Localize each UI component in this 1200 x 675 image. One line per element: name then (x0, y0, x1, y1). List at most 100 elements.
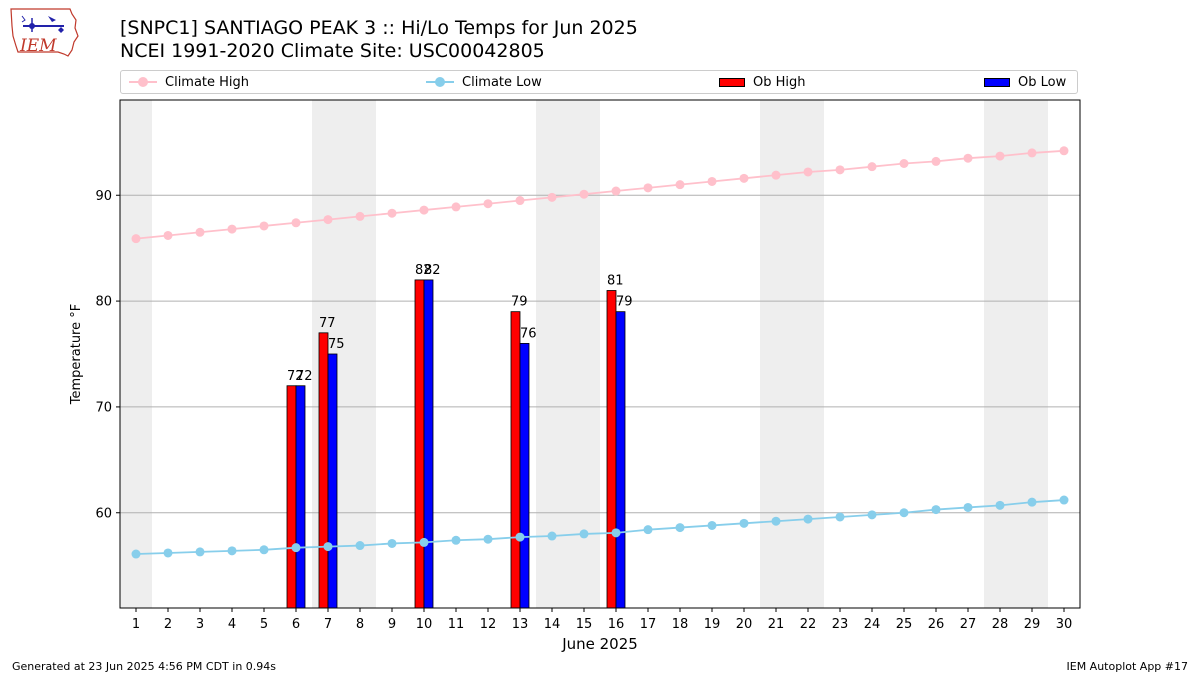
climate-low-point (739, 518, 749, 528)
legend-label-ob-low: Ob Low (1018, 74, 1067, 90)
chart-legend: Climate High Climate Low Ob High Ob Low (120, 70, 1078, 94)
x-tick-label: 10 (416, 617, 433, 632)
climate-high-point (483, 199, 493, 209)
climate-high-point (291, 218, 301, 228)
climate-high-point (131, 234, 141, 244)
climate-low-point (483, 534, 493, 544)
legend-item-ob-high: Ob High (719, 71, 806, 93)
climate-low-point (611, 528, 621, 538)
legend-label-ob-high: Ob High (753, 74, 806, 90)
x-tick-label: 5 (260, 617, 268, 632)
climate-high-point (899, 159, 909, 168)
ob-high-swatch-icon (719, 77, 745, 87)
climate-low-point (931, 505, 941, 515)
climate-high-point (931, 156, 941, 166)
climate-low-point (1059, 495, 1069, 505)
climate-low-point (387, 538, 397, 548)
x-tick-label: 8 (356, 617, 364, 632)
chart-subtitle: NCEI 1991-2020 Climate Site: USC00042805 (120, 40, 545, 62)
weekend-band (568, 100, 600, 608)
climate-high-line (135, 149, 1065, 240)
climate-low-point (643, 525, 653, 535)
climate-low-point (675, 523, 685, 533)
climate-high-point (419, 205, 429, 215)
climate-high-point (643, 183, 653, 193)
ob-low-swatch-icon (984, 77, 1010, 87)
footer-app: IEM Autoplot App #17 (1066, 660, 1189, 673)
x-tick-label: 20 (736, 617, 753, 632)
ob-low-label: 79 (616, 295, 633, 310)
climate-low-point (323, 542, 333, 552)
climate-high-point (963, 153, 973, 163)
ob-low-label: 76 (520, 326, 537, 341)
weekend-band (536, 100, 568, 608)
x-tick-label: 24 (864, 617, 881, 632)
climate-low-swatch-icon (426, 77, 454, 87)
x-tick-label: 3 (196, 617, 204, 632)
x-tick-label: 17 (640, 617, 657, 632)
ob-low-bar (295, 385, 306, 609)
iem-iowa-logo-icon (10, 8, 79, 57)
ob-low-bar (423, 279, 434, 609)
climate-high-point (995, 151, 1005, 161)
plot-frame (119, 99, 1081, 609)
ob-high-label: 79 (511, 295, 528, 310)
weekend-band (1016, 100, 1048, 608)
climate-high-point (1027, 148, 1037, 158)
legend-label-climate-low: Climate Low (462, 74, 542, 90)
climate-high-point (835, 165, 845, 175)
ob-high-bar (286, 385, 297, 609)
x-tick-label: 12 (480, 617, 497, 632)
climate-high-point (355, 211, 365, 221)
climate-low-point (1027, 497, 1037, 507)
climate-high-point (1059, 146, 1069, 156)
climate-low-point (547, 531, 557, 541)
ob-low-bar (519, 343, 530, 609)
x-tick-label: 18 (672, 617, 689, 632)
climate-low-point (579, 529, 589, 539)
climate-low-point (451, 535, 461, 545)
legend-item-climate-low: Climate Low (426, 71, 542, 93)
climate-high-point (515, 196, 525, 206)
climate-low-point (771, 516, 781, 526)
y-axis-label: Temperature °F (69, 304, 84, 405)
x-tick-label: 13 (512, 617, 529, 632)
x-tick-label: 26 (928, 617, 945, 632)
x-tick-label: 30 (1056, 617, 1073, 632)
climate-low-point (163, 548, 173, 558)
climate-high-point (387, 208, 397, 218)
climate-high-point (611, 186, 621, 196)
y-tick-label: 70 (95, 400, 112, 415)
legend-item-climate-high: Climate High (129, 71, 249, 93)
climate-high-swatch-icon (129, 77, 157, 87)
y-tick-label: 80 (95, 295, 112, 310)
climate-low-point (963, 502, 973, 512)
ob-high-bar (414, 279, 425, 609)
weekend-band (984, 100, 1016, 608)
ob-low-bar (327, 353, 338, 609)
x-tick-label: 23 (832, 617, 849, 632)
climate-high-point (771, 170, 781, 180)
y-tick-label: 60 (95, 506, 112, 521)
climate-high-point (227, 224, 237, 234)
climate-low-point (195, 547, 205, 557)
legend-label-climate-high: Climate High (165, 74, 250, 90)
x-tick-label: 29 (1024, 617, 1041, 632)
x-tick-label: 21 (768, 617, 785, 632)
x-tick-label: 14 (544, 617, 561, 632)
y-tick-label: 90 (95, 189, 112, 204)
weekend-band (120, 100, 152, 608)
climate-high-point (803, 167, 813, 177)
climate-low-point (355, 541, 365, 551)
x-tick-label: 16 (608, 617, 625, 632)
x-tick-label: 2 (164, 617, 172, 632)
logo-text: IEM (20, 36, 57, 56)
climate-high-point (675, 180, 685, 190)
climate-low-point (291, 543, 301, 553)
ob-high-bar (606, 290, 617, 609)
climate-low-point (259, 545, 269, 555)
legend-item-ob-low: Ob Low (984, 71, 1066, 93)
ob-low-label: 75 (328, 337, 345, 352)
climate-low-point (707, 520, 717, 530)
